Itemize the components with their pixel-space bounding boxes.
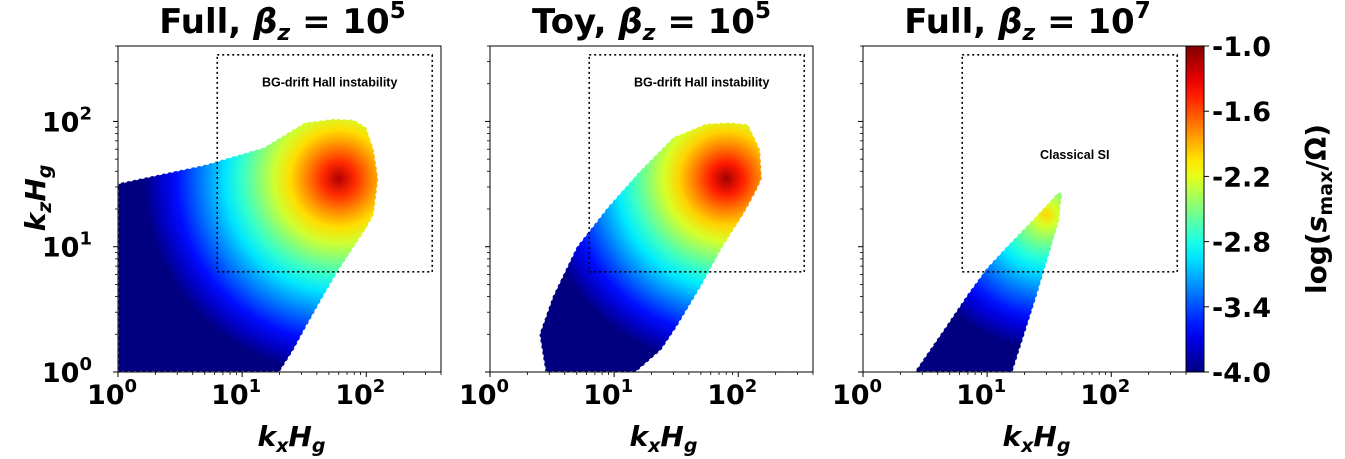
- heatmap-region: [913, 191, 1063, 372]
- region-edge: [118, 118, 380, 372]
- dotted-box: [961, 54, 1179, 273]
- annotation: BG-drift Hall instability: [262, 76, 397, 90]
- panel-title: Full, βz = 107: [904, 0, 1150, 46]
- colorbar: -1.0 -1.6 -2.2 -2.8 -3.4 -4.0 log(smax/Ω): [1185, 32, 1337, 389]
- panel-title: Full, βz = 105: [159, 0, 405, 46]
- x-tick-label: 101: [583, 376, 633, 411]
- x-tick-label: 101: [956, 376, 1006, 411]
- y-tick-label: 100: [42, 354, 92, 389]
- annotation: Classical SI: [1040, 148, 1110, 162]
- colorbar-label: log(smax/Ω): [1300, 124, 1337, 294]
- heatmap-fill: [539, 122, 762, 372]
- y-axis-label: kzHg: [19, 165, 56, 232]
- x-tick-label: 102: [335, 376, 385, 411]
- region-edge: [538, 121, 763, 372]
- annotation: BG-drift Hall instability: [634, 76, 769, 90]
- region-edge: [913, 191, 1063, 372]
- x-axis-label: kxHg: [630, 420, 698, 457]
- heatmap-fill: [914, 192, 1062, 372]
- colorbar-tick-label: -1.0: [1212, 32, 1271, 63]
- x-tick-label: 100: [832, 376, 882, 411]
- colorbar-tick-label: -1.6: [1212, 97, 1271, 128]
- heatmap-region: [538, 121, 763, 372]
- x-tick-label: 102: [1080, 376, 1130, 411]
- panel-3: Classical SI Full, βz = 107 100 101 102 kxHg: [832, 0, 1187, 457]
- colorbar-tick-label: -4.0: [1212, 358, 1271, 389]
- heatmap-fill: [118, 118, 379, 372]
- x-tick-label: 101: [211, 376, 261, 411]
- y-tick-label: 101: [42, 229, 92, 264]
- dotted-box: [588, 54, 806, 273]
- panel-1: BG-drift Hall instability Full, βz = 105 1…: [19, 0, 442, 457]
- x-axis-label: kxHg: [1003, 420, 1071, 457]
- heatmap-region: [118, 118, 380, 372]
- y-tick-label: 102: [42, 103, 92, 138]
- panel-2: BG-drift Hall instability Toy, βz = 105 10…: [459, 0, 814, 457]
- x-tick-label: 102: [707, 376, 757, 411]
- dotted-box: [216, 54, 434, 273]
- colorbar-tick-label: -2.8: [1212, 228, 1271, 259]
- x-tick-label: 100: [459, 376, 509, 411]
- panels: BG-drift Hall instability Full, βz = 105 1…: [19, 0, 1187, 457]
- colorbar-tick-label: -2.2: [1212, 162, 1271, 193]
- colorbar-gradient: [1185, 45, 1205, 373]
- x-tick-label: 100: [87, 376, 137, 411]
- colorbar-tick-label: -3.4: [1212, 293, 1271, 324]
- x-axis-label: kxHg: [258, 420, 326, 457]
- panel-title: Toy, βz = 105: [532, 0, 771, 46]
